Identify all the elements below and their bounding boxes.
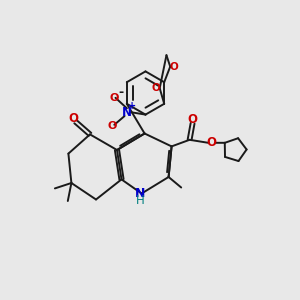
Text: -: - — [118, 86, 124, 99]
Text: +: + — [128, 101, 136, 111]
Text: O: O — [68, 112, 79, 125]
Text: N: N — [122, 106, 132, 119]
Text: O: O — [109, 93, 119, 103]
Text: O: O — [107, 121, 117, 131]
Text: O: O — [170, 61, 178, 72]
Text: H: H — [136, 194, 145, 207]
Text: N: N — [135, 187, 145, 200]
Text: O: O — [152, 83, 160, 93]
Text: O: O — [188, 113, 198, 126]
Text: O: O — [207, 136, 217, 149]
